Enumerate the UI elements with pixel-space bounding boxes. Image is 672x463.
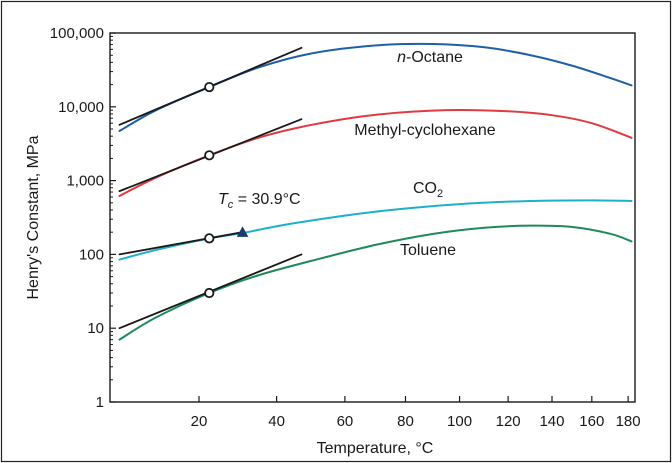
series-label-toluene: Toluene xyxy=(400,242,456,259)
marker-triangle-critical-point xyxy=(236,226,249,237)
n-octane-rest: -Octane xyxy=(406,49,463,66)
co2-main: CO xyxy=(413,180,437,197)
y-tick-label-1000: 1,000 xyxy=(66,173,104,190)
x-tick-label-100: 100 xyxy=(447,413,472,430)
x-tick-label-140: 140 xyxy=(539,413,564,430)
x-axis-label: Temperature, °C xyxy=(317,440,434,457)
y-tick-label-100: 100 xyxy=(79,246,104,263)
x-tick-label-40: 40 xyxy=(268,413,285,430)
x-tick-label-160: 160 xyxy=(579,413,604,430)
marker-circle-co2 xyxy=(204,233,215,244)
y-tick-label-10: 10 xyxy=(87,320,104,337)
x-tick-label-20: 20 xyxy=(191,413,208,430)
y-axis-label: Henry's Constant, MPa xyxy=(25,135,42,299)
marker-circle-n-octane xyxy=(204,81,215,93)
y-tick-label-1: 1 xyxy=(96,394,104,411)
markers xyxy=(204,81,249,299)
plot-area xyxy=(109,32,636,403)
x-tick-label-60: 60 xyxy=(337,413,354,430)
series-label-n-octane: n-Octane xyxy=(397,49,463,66)
marker-circle-toluene xyxy=(204,287,215,299)
x-tick-label-180: 180 xyxy=(616,413,641,430)
series-label-methyl-cyclohexane: Methyl-cyclohexane xyxy=(354,122,496,139)
annotation-symbol: T xyxy=(218,191,229,208)
co2-subscript: 2 xyxy=(437,188,443,200)
marker-circle-methyl-cyclohexane xyxy=(204,150,215,161)
y-tick-label-10000: 10,000 xyxy=(58,99,104,116)
series-label-co2: CO2 xyxy=(413,180,443,200)
x-tick-label-80: 80 xyxy=(397,413,414,430)
critical-temperature-annotation: Tc = 30.9°C xyxy=(218,191,301,211)
annotation-subscript: c xyxy=(228,199,234,211)
ticks: 20 40 60 80 100 120 140 160 180 1 10 100 1,000 10,000… xyxy=(50,25,641,430)
annotation-text: = 30.9°C xyxy=(233,191,300,208)
tangent-line-co2 xyxy=(118,231,244,256)
x-tick-label-120: 120 xyxy=(496,413,521,430)
n-octane-prefix: n xyxy=(397,49,406,66)
y-tick-label-100000: 100,000 xyxy=(50,25,104,42)
